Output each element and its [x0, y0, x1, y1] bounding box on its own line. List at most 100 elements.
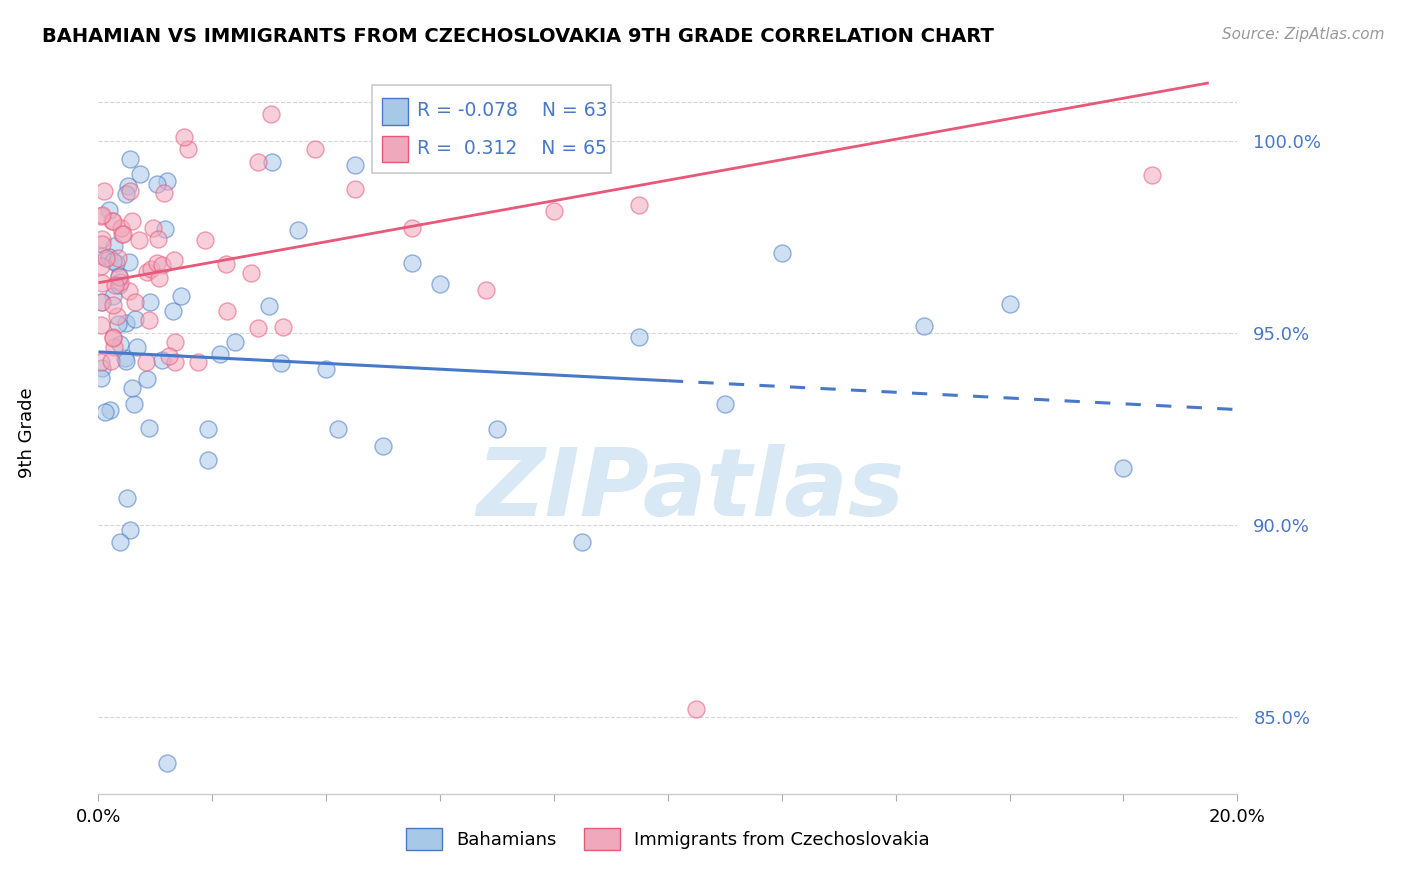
Point — [103, 239, 125, 253]
Point — [120, 524, 142, 538]
Point — [156, 756, 179, 771]
Point — [101, 298, 124, 312]
Point — [135, 355, 157, 369]
Point — [90, 294, 112, 309]
Point — [97, 250, 120, 264]
Point — [103, 214, 125, 228]
Point — [543, 203, 565, 218]
Point — [115, 186, 138, 201]
Point — [197, 453, 219, 467]
Point — [197, 422, 219, 436]
Point — [105, 309, 128, 323]
Point — [91, 237, 114, 252]
Point — [215, 303, 238, 318]
Point — [118, 152, 141, 166]
Point — [770, 245, 793, 260]
Point — [371, 439, 394, 453]
Point — [110, 221, 132, 235]
Point — [128, 233, 150, 247]
Bar — [382, 136, 408, 162]
Text: ZIPatlas: ZIPatlas — [477, 444, 904, 536]
Point — [90, 232, 112, 246]
Point — [163, 354, 186, 368]
Point — [224, 335, 246, 350]
Point — [90, 355, 112, 369]
Point — [94, 404, 117, 418]
Text: BAHAMIAN VS IMMIGRANTS FROM CZECHOSLOVAKIA 9TH GRADE CORRELATION CHART: BAHAMIAN VS IMMIGRANTS FROM CZECHOSLOVAK… — [42, 27, 994, 45]
Point — [90, 277, 112, 291]
Point — [209, 346, 232, 360]
Point — [107, 270, 129, 285]
Point — [108, 277, 131, 292]
Point — [121, 381, 143, 395]
Point — [124, 312, 146, 326]
Point — [401, 220, 423, 235]
Point — [262, 154, 284, 169]
Point — [114, 317, 136, 331]
Point — [104, 256, 127, 270]
Text: Source: ZipAtlas.com: Source: ZipAtlas.com — [1222, 27, 1385, 42]
Point — [998, 297, 1021, 311]
Point — [110, 275, 132, 289]
Point — [187, 355, 209, 369]
Point — [401, 256, 423, 270]
Point — [685, 702, 707, 716]
Point — [138, 312, 160, 326]
Y-axis label: 9th Grade: 9th Grade — [18, 387, 37, 478]
Text: R = -0.078    N = 63: R = -0.078 N = 63 — [418, 102, 607, 120]
Point — [326, 422, 349, 436]
Point — [912, 319, 935, 334]
Point — [127, 340, 149, 354]
Point — [146, 177, 169, 191]
Point — [173, 129, 195, 144]
Point — [136, 371, 159, 385]
Point — [115, 354, 138, 368]
Point — [146, 232, 169, 246]
Point — [118, 184, 141, 198]
Point — [93, 185, 115, 199]
Point — [122, 397, 145, 411]
Point — [115, 491, 138, 506]
Point — [315, 361, 337, 376]
Point — [271, 319, 294, 334]
Point — [260, 106, 283, 120]
Point — [304, 142, 326, 156]
Point — [101, 330, 124, 344]
Point — [90, 249, 112, 263]
Point — [139, 295, 162, 310]
Point — [153, 186, 176, 200]
Point — [150, 353, 173, 368]
Point — [111, 227, 134, 242]
Point — [107, 318, 129, 332]
Point — [571, 535, 593, 549]
Point — [110, 337, 132, 351]
Point — [343, 181, 366, 195]
Point — [90, 259, 112, 273]
Point — [118, 255, 141, 269]
Point — [111, 227, 134, 242]
Point — [157, 349, 180, 363]
Bar — [382, 98, 408, 125]
Point — [90, 295, 112, 310]
Point — [153, 222, 176, 236]
Point — [108, 269, 131, 284]
Point — [162, 304, 184, 318]
Point — [215, 258, 238, 272]
Point — [101, 331, 124, 345]
Point — [107, 251, 129, 265]
Point — [247, 321, 270, 335]
Point — [135, 265, 157, 279]
Point — [714, 397, 737, 411]
Point — [124, 294, 146, 309]
FancyBboxPatch shape — [371, 85, 612, 173]
Point — [100, 354, 122, 368]
Point — [98, 203, 121, 218]
Point — [170, 289, 193, 303]
Point — [117, 178, 139, 193]
Point — [148, 271, 170, 285]
Text: R =  0.312    N = 65: R = 0.312 N = 65 — [418, 139, 607, 159]
Point — [270, 355, 292, 369]
Point — [146, 255, 169, 269]
Legend: Bahamians, Immigrants from Czechoslovakia: Bahamians, Immigrants from Czechoslovaki… — [398, 821, 938, 857]
Point — [142, 221, 165, 235]
